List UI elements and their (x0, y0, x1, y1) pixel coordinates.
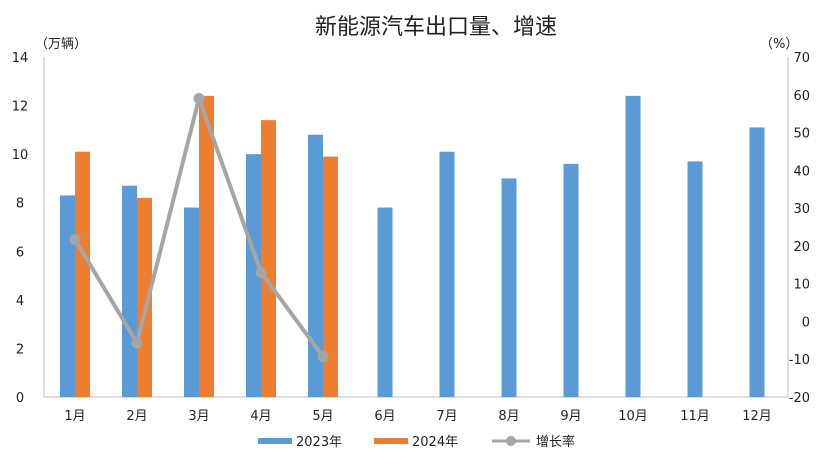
point-增长率 (131, 337, 143, 349)
x-tick-label: 8月 (498, 409, 519, 424)
left-tick-label: 10 (12, 148, 29, 163)
x-tick-label: 11月 (680, 409, 710, 424)
bars (60, 95, 765, 398)
x-tick-label: 7月 (436, 409, 457, 424)
right-tick-label: 0 (802, 315, 810, 330)
legend-label-2023: 2023年 (296, 435, 342, 450)
bar-2024年 (199, 95, 214, 397)
bar-2024年 (75, 151, 90, 397)
growth-line (69, 93, 329, 363)
x-tick-label: 9月 (560, 409, 581, 424)
right-tick-label: -20 (789, 391, 810, 406)
x-tick-label: 2月 (126, 409, 147, 424)
right-tick-label: 40 (793, 164, 810, 179)
x-tick-label: 5月 (312, 409, 333, 424)
x-tick-label: 6月 (374, 409, 395, 424)
left-tick-label: 2 (16, 342, 24, 357)
x-tick-label: 4月 (250, 409, 271, 424)
bar-2023年 (60, 195, 75, 397)
x-axis-labels: 1月 2月 3月 4月 5月 6月 7月 8月 9月 10月 11月 12月 (64, 409, 771, 424)
left-tick-label: 0 (16, 391, 24, 406)
legend-label-growth: 增长率 (536, 434, 575, 450)
right-tick-label: -10 (789, 353, 810, 368)
left-axis-unit: （万辆） (35, 37, 87, 52)
right-tick-label: 30 (793, 202, 810, 217)
left-tick-label: 8 (16, 197, 24, 212)
chart-title: 新能源汽车出口量、增速 (315, 15, 557, 40)
bar-2023年 (308, 134, 323, 397)
x-tick-label: 10月 (618, 409, 648, 424)
legend: 2023年 2024年 增长率 (258, 434, 575, 450)
bar-2023年 (246, 154, 261, 397)
point-增长率 (69, 233, 81, 245)
right-tick-label: 70 (793, 51, 810, 66)
x-tick-label: 3月 (188, 409, 209, 424)
right-tick-label: 20 (793, 240, 810, 255)
bar-2024年 (261, 120, 276, 398)
x-tick-label: 12月 (742, 409, 772, 424)
legend-marker-growth (506, 436, 516, 446)
bar-2023年 (377, 207, 393, 397)
right-axis-unit: （%） (760, 37, 798, 52)
left-axis-ticks: 0 2 4 6 8 10 12 14 (12, 51, 29, 406)
point-增长率 (317, 351, 329, 363)
bar-2023年 (563, 163, 579, 397)
legend-label-2024: 2024年 (412, 435, 458, 450)
bar-2023年 (184, 207, 199, 397)
right-tick-label: 60 (793, 89, 810, 104)
right-axis-ticks: -20 -10 0 10 20 30 40 50 60 70 (789, 51, 810, 406)
left-tick-label: 4 (16, 294, 24, 309)
bar-2023年 (687, 161, 703, 397)
bar-2024年 (137, 197, 152, 397)
bar-2023年 (625, 95, 641, 397)
x-tick-label: 1月 (64, 409, 85, 424)
bar-2023年 (439, 151, 455, 397)
point-增长率 (255, 266, 267, 278)
bar-2023年 (122, 185, 137, 397)
bar-2023年 (501, 178, 517, 397)
left-tick-label: 14 (12, 51, 29, 66)
bar-2023年 (749, 127, 765, 397)
bar-2024年 (323, 156, 338, 397)
point-增长率 (193, 93, 205, 105)
left-tick-label: 12 (12, 100, 29, 115)
left-tick-label: 6 (16, 245, 24, 260)
right-tick-label: 50 (793, 127, 810, 142)
axes (43, 57, 789, 398)
right-tick-label: 10 (793, 278, 810, 293)
